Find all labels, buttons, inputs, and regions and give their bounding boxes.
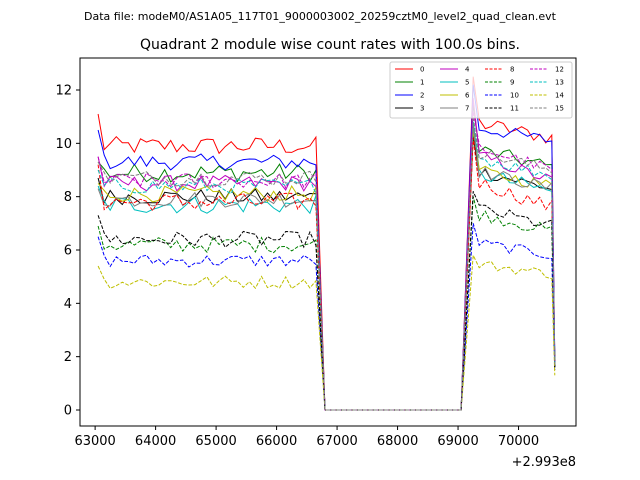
series-line-13 [97,119,556,411]
y-tick-label: 8 [64,190,72,205]
legend-label-7: 7 [465,105,469,113]
legend-box [389,61,573,119]
series-line-1 [97,103,556,411]
legend-label-10: 10 [510,92,519,100]
series-line-15 [97,116,556,411]
series-line-10 [97,223,556,411]
series-line-12 [97,111,556,411]
x-offset-label: +2.993e8 [512,455,576,470]
series-line-7 [97,124,556,411]
legend-label-1: 1 [420,79,424,87]
series-line-14 [97,253,556,411]
series-line-3 [97,135,556,411]
chart-title: Quadrant 2 module wise count rates with … [140,37,520,53]
series-line-2 [97,84,556,411]
legend-label-13: 13 [555,79,564,87]
series-line-0 [97,76,556,411]
series-line-6 [97,129,556,411]
x-tick-label: 68000 [377,434,418,449]
x-tick-label: 69000 [437,434,478,449]
series-line-8 [97,137,556,411]
y-axis: 0 2 4 6 8 10 12 [55,84,80,419]
legend-label-6: 6 [465,92,470,100]
x-tick-label: 63000 [74,434,115,449]
series-line-11 [97,191,556,411]
legend-label-9: 9 [510,79,514,87]
legend-label-5: 5 [465,79,469,87]
series-line-4 [97,97,556,411]
y-tick-label: 12 [55,84,72,99]
legend-label-3: 3 [420,105,424,113]
plot-frame [79,57,577,427]
legend-label-4: 4 [465,66,470,74]
x-axis: 63000 64000 65000 66000 67000 68000 69000 70000 [74,426,539,449]
y-tick-label: 6 [64,244,72,259]
legend-label-0: 0 [420,66,424,74]
legend-label-14: 14 [555,92,564,100]
series-line-9 [97,196,556,411]
x-tick-label: 67000 [316,434,357,449]
legend-label-11: 11 [510,105,519,113]
legend-label-12: 12 [555,66,564,74]
legend-label-2: 2 [420,92,424,100]
x-tick-label: 70000 [498,434,539,449]
x-tick-label: 66000 [256,434,297,449]
y-tick-label: 4 [64,297,72,312]
x-tick-label: 64000 [135,434,176,449]
y-tick-label: 2 [64,350,72,365]
plot-lines [97,76,556,411]
legend-label-8: 8 [510,66,514,74]
y-tick-label: 10 [55,137,72,152]
y-tick-label: 0 [64,404,72,419]
x-tick-label: 65000 [195,434,236,449]
data-file-label: Data file: modeM0/AS1A05_117T01_90000030… [84,10,557,23]
legend-label-15: 15 [555,105,564,113]
